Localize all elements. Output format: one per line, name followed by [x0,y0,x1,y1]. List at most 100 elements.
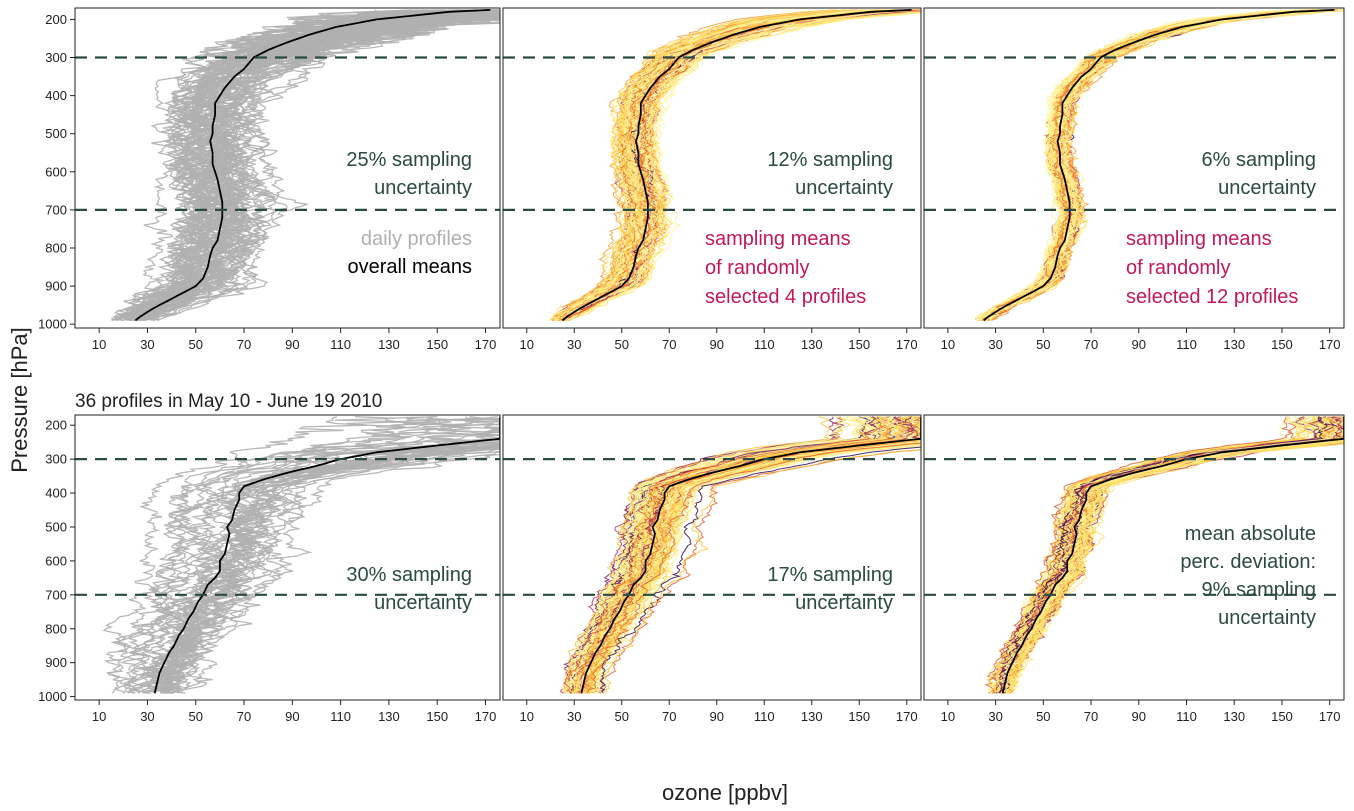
overall-mean-line [134,9,491,322]
x-tick-label: 170 [475,337,497,352]
profile-line [114,416,498,694]
uncertainty-annotation: 17% sampling [767,564,893,586]
profile-line [599,446,921,694]
profile-line [589,445,921,694]
x-tick-label: 110 [330,709,351,724]
uncertainty-annotation: uncertainty [795,177,893,199]
y-tick-label: 600 [45,164,67,179]
uncertainty-annotation: perc. deviation: [1180,551,1316,573]
plot-content [75,9,500,322]
x-tick-label: 10 [520,709,534,724]
x-tick-label: 30 [988,709,1002,724]
profile-line [131,9,500,321]
x-tick-label: 30 [567,709,581,724]
profile-line [157,444,500,694]
profile-line [128,9,500,321]
x-tick-label: 130 [378,709,400,724]
overall-mean-line [1001,416,1344,694]
x-tick-label: 50 [189,709,203,724]
panel-frame [502,414,922,701]
profile-line [999,416,1334,694]
x-tick-label: 30 [140,337,154,352]
x-tick-label: 10 [520,337,534,352]
uncertainty-annotation: uncertainty [795,592,893,614]
sampling-annotation: selected 4 profiles [705,286,866,308]
x-tick-label: 110 [754,337,775,352]
panel-frame [923,414,1345,701]
profile-line [144,18,500,321]
profile-line [110,416,445,694]
profile-line [570,12,921,321]
y-tick-label: 800 [45,621,67,636]
profile-line [144,13,500,322]
profile-line [158,448,500,694]
uncertainty-annotation: uncertainty [1218,177,1316,199]
sampling-annotation: sampling means [1126,228,1272,250]
y-tick-label: 500 [45,519,67,534]
profile-line [576,416,921,694]
x-tick-label: 70 [1084,337,1098,352]
profile-line [126,416,467,694]
profile-line [994,416,1327,694]
overall-mean-line [580,416,921,694]
x-tick-label: 150 [848,709,870,724]
profile-line [563,416,850,694]
uncertainty-annotation: 30% sampling [346,564,472,586]
panel: 10 30 50 70 90 110 130 150 170 200 300 400 500 600 700… [38,414,501,724]
profile-line [148,17,500,321]
x-tick-label: 10 [92,709,106,724]
x-tick-label: 130 [801,337,823,352]
profile-line [1007,443,1344,694]
profile-line [119,416,443,694]
uncertainty-annotation: 25% sampling [346,149,472,171]
plot-content [924,9,1344,322]
sampling-annotation: selected 12 profiles [1126,286,1298,308]
x-tick-label: 50 [1036,709,1050,724]
y-tick-label: 800 [45,241,67,256]
uncertainty-annotation: uncertainty [1218,607,1316,629]
profile-line [979,9,1300,321]
x-tick-label: 70 [662,337,676,352]
x-tick-label: 10 [941,337,955,352]
x-tick-label: 150 [1271,709,1293,724]
x-axis-title: ozone [ppbv] [662,780,788,805]
panel-frame [74,7,501,329]
profile-line [552,9,839,321]
profile-line [568,416,874,694]
x-tick-label: 110 [754,709,775,724]
x-tick-label: 90 [710,337,724,352]
y-tick-label: 400 [45,486,67,501]
profile-line [548,9,847,321]
profile-line [125,9,498,321]
profile-line [179,451,500,694]
plot-area [503,415,921,700]
x-tick-label: 170 [1319,337,1341,352]
x-tick-label: 170 [896,709,918,724]
panel: 10 30 50 70 90 110 130 150 170 mean absolute perc.… [923,414,1345,724]
x-tick-label: 150 [426,337,448,352]
panel: 10 30 50 70 90 110 130 150 170 200 300 400 500 600 700… [38,7,501,352]
y-tick-label: 300 [45,50,67,65]
x-tick-label: 90 [285,709,299,724]
profile-line [991,9,1344,321]
legend-entry: overall means [347,256,472,278]
y-tick-label: 600 [45,553,67,568]
x-tick-label: 110 [1176,337,1197,352]
x-tick-label: 130 [801,709,823,724]
sampling-annotation: of randomly [1126,257,1231,279]
x-tick-label: 70 [237,709,251,724]
profile-line [982,9,1333,321]
y-tick-label: 900 [45,655,67,670]
x-tick-label: 50 [189,337,203,352]
plot-content [75,416,500,694]
x-tick-label: 10 [941,709,955,724]
x-tick-label: 30 [988,337,1002,352]
uncertainty-annotation: 6% sampling [1201,149,1316,171]
sampling-annotation: sampling means [705,228,851,250]
x-tick-label: 130 [1223,337,1245,352]
panel: 10 30 50 70 90 110 130 150 170 6% sampling uncerta… [923,7,1345,352]
x-tick-label: 90 [285,337,299,352]
x-tick-label: 10 [92,337,106,352]
x-tick-label: 90 [1132,337,1146,352]
profile-line [564,9,921,321]
